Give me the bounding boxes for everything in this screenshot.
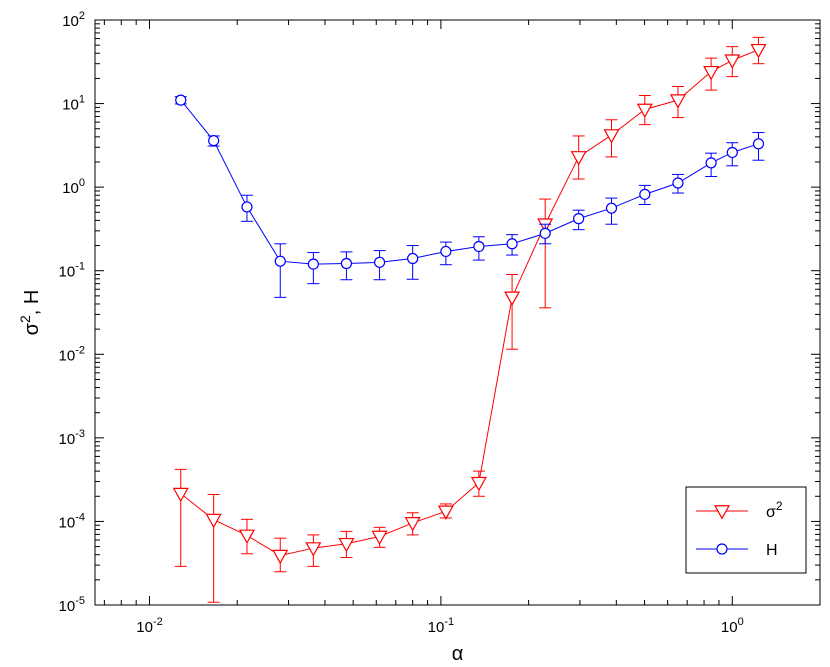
axis-ticks: [95, 19, 821, 606]
legend-entry-sigma2: σ2: [696, 499, 783, 521]
y-tick-label: 10-4: [59, 511, 85, 531]
tick-labels: 10-2 10-1 100 10-5 10-4 10-3 10-2 10-1 100 101 102: [59, 10, 744, 636]
x-tick-label: 10-2: [136, 616, 162, 636]
series-sigma2: [172, 36, 767, 603]
y-tick-label: 10-1: [59, 261, 85, 281]
data-point: [539, 227, 551, 239]
x-axis-label: α: [452, 643, 464, 665]
legend-marker: [713, 505, 731, 520]
y-tick-label: 10-5: [59, 595, 85, 615]
data-point: [750, 43, 767, 59]
data-point: [338, 537, 355, 553]
legend-marker: [716, 543, 728, 555]
data-point: [205, 513, 222, 529]
x-tick-label: 10-1: [428, 616, 454, 636]
y-tick-label: 100: [62, 177, 85, 197]
data-point: [504, 291, 521, 306]
y-tick-label: 102: [62, 10, 85, 30]
data-point: [175, 94, 187, 106]
data-point: [636, 103, 653, 119]
y-tick-label: 101: [62, 94, 85, 114]
legend-label: H: [766, 542, 778, 559]
series-line: [180, 99, 759, 265]
legend-box: [685, 486, 807, 574]
data-point: [172, 487, 189, 503]
y-tick-label: 10-3: [59, 428, 85, 448]
data-point: [241, 201, 253, 213]
data-point: [274, 255, 286, 267]
data-point: [404, 517, 421, 532]
data-point: [724, 54, 741, 69]
plot-frame: [94, 19, 821, 606]
data-point: [272, 549, 289, 565]
data-point: [672, 177, 684, 189]
data-point: [437, 505, 454, 520]
data-point: [307, 258, 319, 270]
data-point: [373, 256, 386, 268]
series-h: [174, 94, 765, 298]
x-tick-label: 100: [721, 616, 744, 636]
data-point: [703, 65, 720, 81]
plot-series: [172, 36, 767, 603]
data-point: [208, 135, 220, 147]
data-point: [639, 188, 651, 200]
data-point: [440, 245, 452, 258]
data-point: [470, 476, 487, 492]
legend-entry-h: H: [696, 542, 778, 559]
data-point: [238, 529, 255, 545]
data-point: [340, 257, 353, 270]
data-point: [603, 129, 620, 144]
legend: σ2 H: [685, 486, 807, 574]
data-point: [752, 138, 765, 150]
data-point: [605, 202, 618, 214]
data-point: [573, 213, 585, 225]
legend-label: σ2: [766, 499, 783, 521]
data-point: [473, 240, 485, 253]
data-point: [506, 238, 518, 250]
data-point: [705, 157, 717, 169]
data-point: [407, 252, 419, 265]
data-point: [669, 94, 686, 109]
data-point: [305, 542, 322, 557]
y-axis-label: σ2, H: [17, 290, 43, 336]
data-point: [726, 146, 738, 159]
y-tick-label: 10-2: [59, 344, 85, 364]
data-point: [371, 530, 388, 546]
data-point: [570, 151, 587, 166]
series-line: [180, 49, 759, 557]
